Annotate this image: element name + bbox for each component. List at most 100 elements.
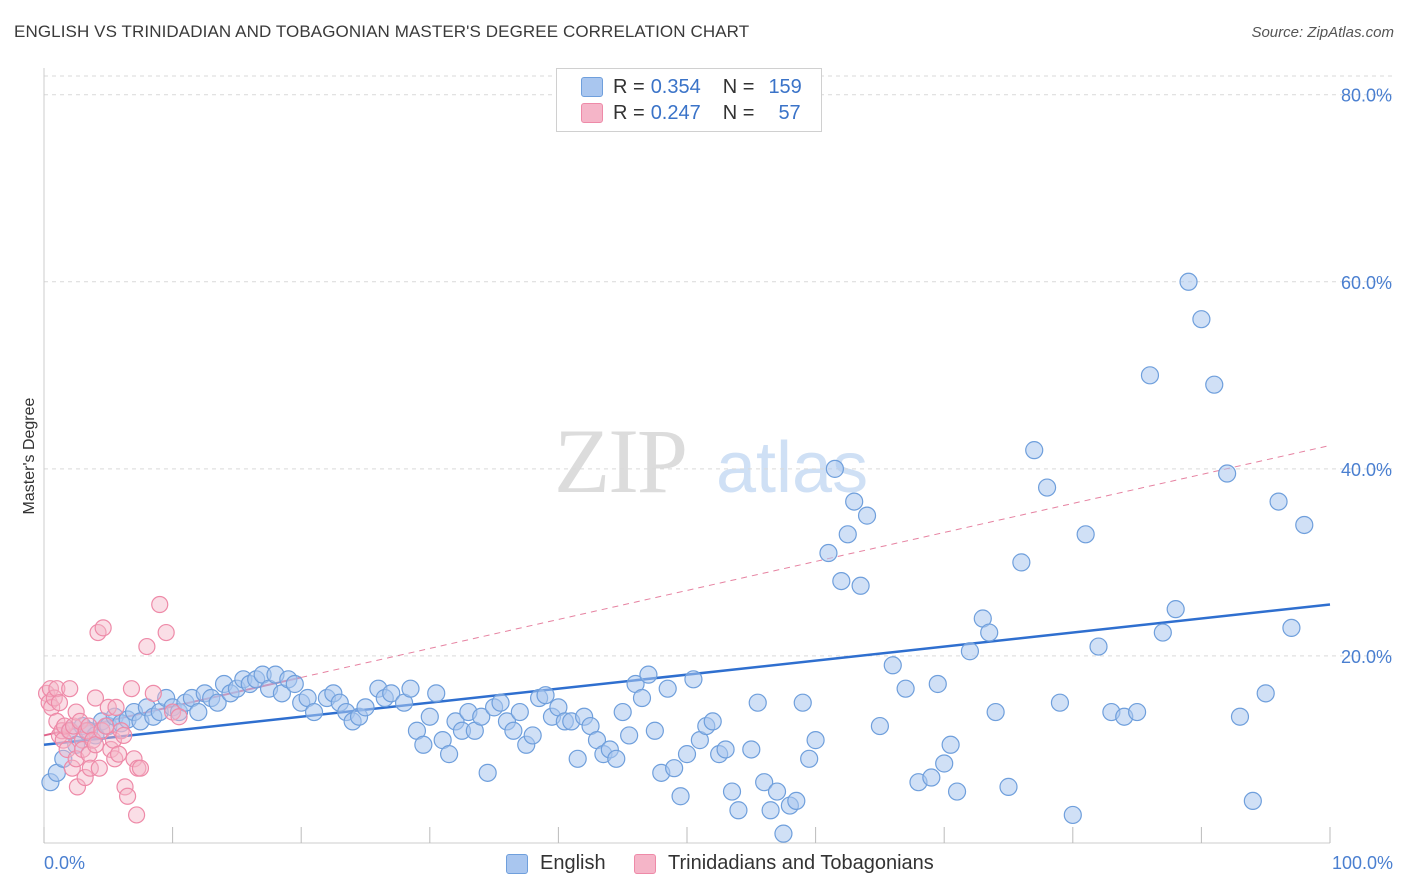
trini-point bbox=[67, 703, 85, 721]
english-point bbox=[832, 571, 851, 591]
english-point bbox=[632, 688, 652, 708]
watermark-atlas: atlas bbox=[716, 428, 868, 508]
y-tick-label: 80.0% bbox=[1341, 86, 1392, 106]
trini-point bbox=[86, 736, 105, 754]
english-point bbox=[1166, 600, 1185, 619]
english-point bbox=[1025, 441, 1044, 460]
trini-point bbox=[89, 623, 107, 642]
legend-r-label: R = bbox=[613, 101, 645, 124]
trini-point bbox=[76, 768, 94, 787]
trini-point bbox=[48, 680, 66, 698]
english-point bbox=[54, 749, 73, 768]
trini-point bbox=[67, 750, 85, 768]
trini-point bbox=[125, 750, 143, 768]
trini-point bbox=[97, 717, 115, 735]
english-point bbox=[439, 745, 459, 764]
english-point bbox=[285, 674, 304, 694]
english-point bbox=[722, 782, 742, 801]
english-point bbox=[883, 656, 902, 675]
english-point bbox=[825, 459, 844, 478]
trini-point bbox=[170, 708, 188, 726]
watermark: ZIP atlas bbox=[554, 410, 868, 512]
watermark-zip: ZIP bbox=[554, 410, 686, 512]
english-point bbox=[857, 506, 877, 525]
english-point bbox=[980, 623, 999, 642]
english-point bbox=[1218, 464, 1237, 483]
english-point bbox=[761, 801, 780, 820]
trini-point bbox=[109, 745, 128, 763]
trini-point bbox=[55, 717, 74, 735]
english-point bbox=[613, 702, 632, 722]
x-tick-label-min: 0.0% bbox=[44, 853, 85, 873]
english-point bbox=[793, 693, 812, 712]
english-point bbox=[510, 702, 529, 722]
legend-n-value: 159 bbox=[768, 75, 802, 98]
english-point bbox=[1127, 702, 1147, 722]
english-point bbox=[671, 787, 690, 806]
english-point bbox=[851, 576, 870, 595]
trini-point bbox=[63, 759, 81, 777]
english-point bbox=[941, 735, 960, 754]
english-point bbox=[1295, 515, 1314, 535]
english-point bbox=[1179, 272, 1198, 291]
english-point bbox=[1256, 684, 1275, 703]
legend-swatch-trini bbox=[581, 103, 603, 123]
english-point bbox=[1243, 791, 1262, 811]
english-point bbox=[401, 679, 420, 698]
trini-point bbox=[80, 717, 98, 735]
english-point bbox=[1037, 478, 1057, 497]
trend-lines bbox=[43, 444, 1331, 747]
english-point bbox=[189, 702, 208, 722]
bottom-legend-swatch-english bbox=[506, 853, 528, 874]
english-point bbox=[806, 731, 825, 750]
trini-point bbox=[118, 787, 137, 805]
legend-n-label: N = bbox=[722, 75, 755, 98]
english-point bbox=[208, 693, 227, 712]
english-point bbox=[645, 721, 664, 740]
english-point bbox=[1230, 707, 1250, 726]
english-point bbox=[1012, 553, 1031, 572]
legend-r-label: R = bbox=[613, 75, 645, 98]
trini-point bbox=[138, 637, 156, 656]
english-point bbox=[1076, 525, 1095, 544]
trini-point bbox=[50, 694, 69, 712]
bottom-legend-english: English bbox=[506, 852, 606, 875]
legend-row-english: R = 0.354 N = 159 bbox=[581, 75, 802, 99]
legend-r-value: 0.247 bbox=[650, 101, 701, 124]
english-point bbox=[665, 759, 684, 778]
english-point bbox=[742, 740, 761, 759]
english-point bbox=[819, 543, 838, 563]
trini-point bbox=[54, 731, 72, 749]
english-point bbox=[1269, 492, 1288, 511]
english-point bbox=[478, 763, 497, 782]
english-point bbox=[382, 684, 401, 703]
english-point bbox=[787, 791, 806, 811]
english-point bbox=[774, 824, 793, 843]
english-point bbox=[420, 707, 439, 726]
english-point bbox=[845, 492, 864, 511]
trini-point bbox=[61, 680, 79, 698]
chart-title: ENGLISH VS TRINIDADIAN AND TOBAGONIAN MA… bbox=[14, 22, 750, 41]
english-point bbox=[620, 726, 639, 745]
english-point bbox=[684, 670, 703, 689]
trini-point bbox=[80, 745, 98, 763]
bottom-legend-trini: Trinidadians and Tobagonians bbox=[634, 852, 934, 875]
trini-point bbox=[112, 722, 130, 740]
english-point bbox=[922, 768, 941, 787]
data-points bbox=[37, 272, 1314, 843]
english-point bbox=[870, 716, 890, 736]
english-point bbox=[658, 679, 677, 698]
y-tick-label: 60.0% bbox=[1341, 273, 1392, 293]
tick-labels: 20.0% 40.0% 60.0% 80.0% 0.0% 100.0% bbox=[44, 86, 1393, 873]
english-point bbox=[414, 735, 433, 754]
english-point bbox=[748, 693, 767, 712]
legend-n-label: N = bbox=[722, 101, 755, 124]
english-point bbox=[523, 726, 542, 745]
english-point bbox=[356, 698, 375, 717]
english-point bbox=[607, 749, 626, 768]
legend-n-value: 57 bbox=[778, 101, 801, 124]
trini-point bbox=[84, 731, 102, 749]
english-point bbox=[896, 679, 915, 698]
english-point bbox=[304, 702, 324, 722]
